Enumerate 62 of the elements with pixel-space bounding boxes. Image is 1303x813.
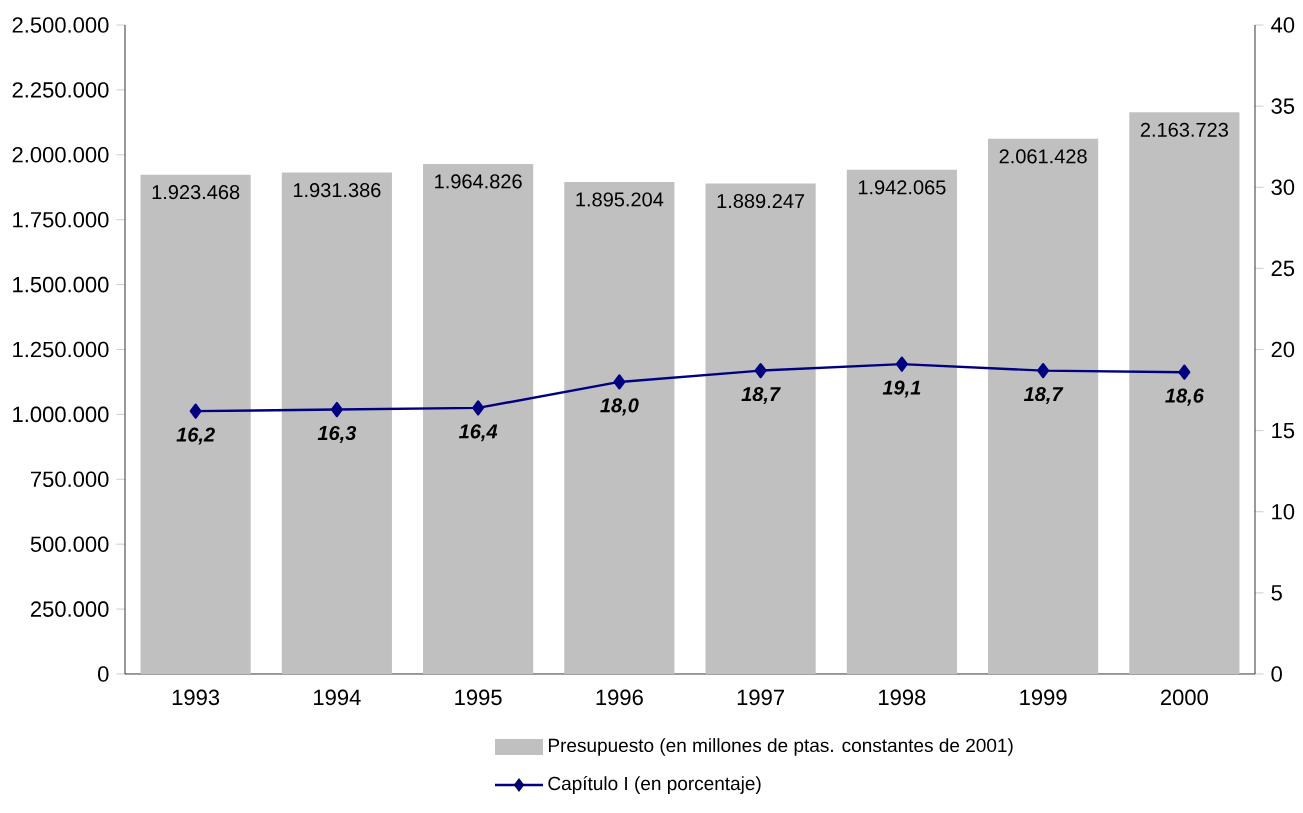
data-label: 2.163.723 — [1140, 122, 1228, 137]
bar — [846, 169, 957, 674]
x-tick-label: 1996 — [596, 689, 643, 706]
bar — [1129, 112, 1240, 674]
y2-tick-label: 30 — [1271, 179, 1295, 196]
y-tick-label: 250.000 — [30, 601, 109, 617]
bar — [988, 138, 1099, 674]
y-tick-label: 1.000.000 — [13, 406, 109, 423]
point — [754, 362, 767, 379]
y2-tick-label: 5 — [1271, 585, 1282, 601]
y-tick-label: 1.750.000 — [13, 211, 109, 228]
data-label: 1.889.247 — [717, 193, 805, 209]
data-label: 1.931.386 — [293, 183, 381, 198]
bar — [423, 163, 534, 674]
data-label: 16,3 — [317, 425, 357, 443]
data-label: 1.895.204 — [576, 192, 664, 207]
point — [613, 374, 626, 390]
point — [1178, 364, 1191, 380]
data-label: 18,6 — [1165, 388, 1204, 406]
bar — [281, 172, 392, 674]
y-tick-label: 750.000 — [31, 471, 109, 488]
y-tick-label: 500.000 — [30, 536, 109, 552]
data-label: 1.942.065 — [858, 180, 946, 195]
y-tick-label: 0 — [98, 666, 109, 682]
data-label: 18,7 — [1023, 386, 1064, 405]
y-tick-label: 1.500.000 — [13, 276, 109, 293]
y2-tick-label: 15 — [1272, 422, 1295, 439]
point — [189, 403, 202, 419]
data-label: 2.061.428 — [999, 149, 1087, 164]
data-label: 16,4 — [458, 424, 498, 442]
y-tick-label: 2.500.000 — [12, 17, 109, 33]
y2-tick-label: 0 — [1271, 666, 1282, 682]
point — [895, 356, 908, 372]
data-label: 19,1 — [882, 380, 921, 398]
bar — [140, 174, 251, 674]
legend-label: Capítulo I (en porcentaje) — [548, 776, 761, 794]
bar — [564, 182, 675, 674]
y2-tick-label: 25 — [1271, 260, 1295, 277]
data-label: 1.964.826 — [435, 174, 522, 189]
x-tick-label: 1999 — [1020, 689, 1067, 706]
x-tick-label: 1998 — [879, 689, 926, 706]
x-tick-label: 1993 — [172, 689, 220, 706]
x-tick-label: 2000 — [1160, 689, 1208, 706]
data-label: 18,0 — [600, 398, 639, 416]
y-tick-label: 1.250.000 — [13, 341, 109, 358]
data-label: 1.923.468 — [152, 185, 240, 200]
x-tick-label: 1995 — [455, 689, 502, 706]
x-tick-label: 1997 — [737, 689, 784, 706]
point — [330, 401, 343, 418]
y-tick-label: 2.250.000 — [12, 82, 109, 98]
data-label: 16,2 — [176, 427, 215, 445]
y-tick-label: 2.000.000 — [12, 147, 109, 163]
point — [1037, 362, 1050, 379]
point — [472, 400, 485, 416]
y2-tick-label: 20 — [1271, 341, 1295, 358]
y2-tick-label: 40 — [1271, 17, 1295, 33]
bar — [705, 183, 816, 674]
x-tick-label: 1994 — [314, 689, 361, 706]
y2-tick-label: 35 — [1271, 98, 1295, 114]
y2-tick-label: 10 — [1272, 503, 1295, 520]
data-label: 18,7 — [741, 386, 781, 405]
legend-label: Presupuesto (en millones de ptas. constantes de 2001) — [548, 738, 1013, 756]
